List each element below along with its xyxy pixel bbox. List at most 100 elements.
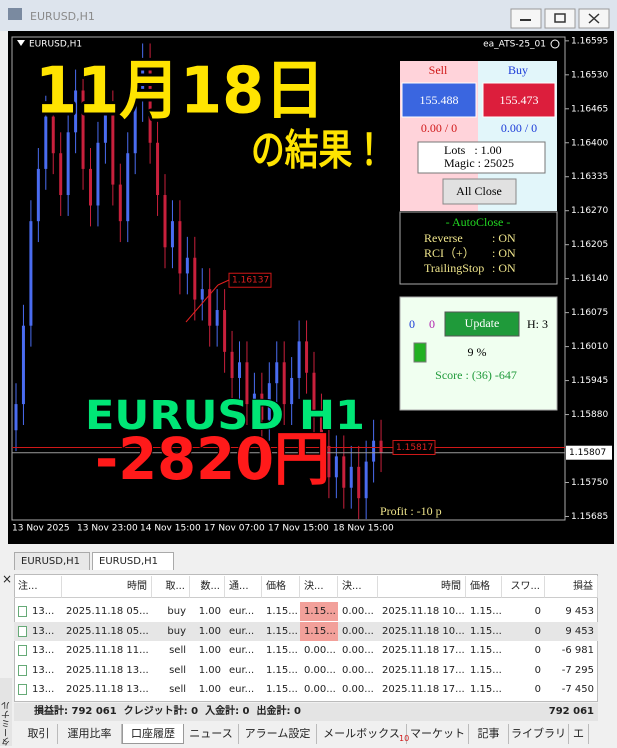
x-tick-label: 13 Nov 2025 [12,524,70,534]
maximize-button[interactable] [544,8,576,29]
overlay: 11月18日 の結果！ EURUSD H1 -2820円 [32,52,389,495]
sell-pl: 0.00 / 0 [421,121,457,135]
cell: 1.00 [198,606,221,617]
column-header[interactable]: 損益 [545,576,598,598]
candle-body [66,132,70,196]
result-title: の結果！ [251,126,386,175]
cell: 9 453 [565,606,594,617]
all-close-button[interactable] [442,178,517,205]
candle-body [59,153,63,196]
x-tick-label: 17 Nov 07:00 [204,524,265,534]
y-tick-label: 1.15945 [571,376,608,386]
level-box [392,439,436,455]
column-header[interactable]: 決... [338,576,378,598]
sell-price: 155.488 [420,93,459,107]
column-header[interactable]: 価格 [262,576,300,598]
column-header[interactable]: 決... [300,576,338,598]
candle-body [89,168,92,206]
info-box [417,141,546,174]
cell: 2025.11.18 13... [66,684,149,695]
chart-menu-icon [17,40,25,46]
bottom-tab[interactable]: ライブラリ [509,724,569,744]
autoclose-rows: Reverse: ON RCI（+）: ON TrailingStop: ON [424,231,516,275]
order-icon [18,684,27,695]
cell: 0.00... [342,606,374,617]
candle-body [96,142,100,206]
candle-body [364,461,368,499]
column-header[interactable]: 価格 [466,576,502,598]
candle-body [111,111,115,185]
cell: 0.00... [342,684,374,695]
minimize-button[interactable] [510,8,542,29]
side-label: ターミナル [0,678,12,746]
x-tick-label: 14 Nov 15:00 [140,524,201,534]
y-tick-label: 1.15685 [571,512,608,522]
bottom-tab[interactable]: 記事 [469,724,509,744]
cell: -7 450 [561,684,594,695]
maximize-glyph [554,13,566,23]
bottom-tab[interactable]: 口座履歴 [122,724,184,744]
bottom-tab[interactable]: 運用比率 [58,724,122,744]
bottom-tab[interactable]: ニュース [184,724,239,744]
cell: 2025.11.18 10... [382,606,465,617]
cell: 2025.11.18 17... [382,684,465,695]
chart-tab[interactable]: EURUSD,H1 [92,552,174,570]
y-tick-label: 1.16400 [571,138,608,148]
candle-body [342,456,346,488]
bottom-tab[interactable]: エ [569,724,589,744]
sell-button[interactable] [401,82,477,118]
cell: eur... [229,625,255,637]
cell: 1.15... [266,684,298,695]
candle-body [297,341,301,378]
column-header[interactable]: 注... [14,576,62,598]
summary: 損益計: 792 061 クレジット計: 0 入金計: 0 出金計: 0 [34,706,301,717]
bottom-tab[interactable]: アラーム設定 [239,724,317,744]
bottom-tab[interactable]: 取引 [20,724,58,744]
y-tick-label: 1.16205 [571,240,608,250]
bottom-tab[interactable]: メールボックス [317,724,407,744]
column-header[interactable]: 時間 [378,576,466,598]
cell: 1.15... [266,625,298,637]
candle-body [327,445,331,478]
column-header[interactable]: 取... [152,576,190,598]
cell: 2025.11.18 05... [66,606,149,617]
cell: 1.00 [198,664,221,676]
cell: 2025.11.18 10... [382,625,465,637]
cell: 13... [32,606,55,617]
cell: 1.00 [198,625,221,637]
y-tick-label: 1.15750 [571,478,608,488]
column-header[interactable]: 時間 [62,576,152,598]
candle-body [379,440,383,453]
amount-title: -2820円 [95,425,330,493]
window-buttons[interactable] [510,8,610,29]
column-header[interactable]: スワ... [502,576,545,598]
cell: -6 981 [561,645,594,656]
cell: 1.15... [266,664,298,676]
buy-price: 155.473 [500,93,539,107]
buy-button[interactable] [482,82,556,118]
candle-body [74,90,78,133]
buy-pl: 0.00 / 0 [501,121,537,135]
column-header[interactable]: 数... [190,576,225,598]
cell: 1.15... [470,606,502,617]
y-tick-label: 1.16270 [571,206,608,216]
terminal: EURUSD,H1 EURUSD,H1 × ターミナル 注... 時間 取... 数... 通.… [0,548,617,748]
chart-tab[interactable]: EURUSD,H1 [14,552,90,570]
cell: 0 [534,684,541,695]
cell: 9 453 [565,625,594,637]
total: 792 061 [548,706,594,717]
cell: 1.15... [266,645,298,656]
bottom-tab[interactable]: マーケット [407,724,469,744]
cell: 2025.11.18 11... [66,645,149,656]
cell: sell [169,645,186,656]
order-icon [18,606,27,617]
candle-body [208,289,212,326]
percent: 9 % [468,345,487,359]
column-header[interactable]: 通... [225,576,262,598]
y-tick-label: 1.16465 [571,104,608,114]
update-button[interactable] [444,311,520,337]
ea-label: ea_ATS-25_01 [483,40,546,50]
trend-line [217,279,230,286]
cell: 1.15... [300,602,338,621]
magic: Magic : 25025 [444,156,514,170]
